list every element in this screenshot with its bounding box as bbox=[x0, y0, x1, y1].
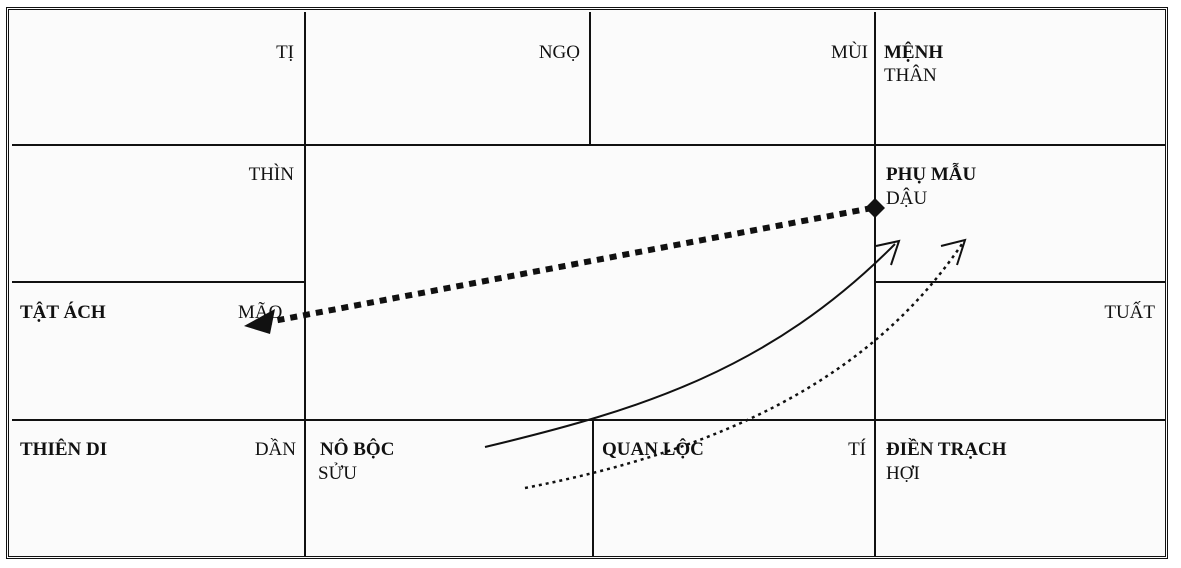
branch-thin: THÌN bbox=[248, 164, 294, 185]
branch-suu: SỬU bbox=[318, 463, 358, 484]
palace-no-boc: NÔ BỘC bbox=[320, 439, 395, 460]
palace-menh: MỆNH bbox=[884, 42, 944, 63]
arrow-dau-to-mao bbox=[267, 205, 873, 325]
branch-dan: DẦN bbox=[254, 439, 296, 460]
arrow-suu-to-dau-dotted bbox=[524, 243, 964, 490]
palace-thien-di: THIÊN DI bbox=[20, 439, 108, 460]
palace-tat-ach: TẬT ÁCH bbox=[20, 302, 106, 323]
arrow-suu-to-dau-solid bbox=[484, 243, 896, 448]
branch-than: THÂN bbox=[884, 65, 937, 86]
arrow-head-dotted bbox=[940, 238, 967, 266]
branch-mao: MÃO bbox=[238, 302, 283, 323]
branch-ti-top: TỊ bbox=[276, 42, 294, 63]
diamond-dau bbox=[865, 198, 885, 218]
palace-phu-mau: PHỤ MẪU bbox=[886, 164, 977, 185]
arrow-head-solid bbox=[875, 239, 901, 266]
branch-tuat: TUẤT bbox=[1104, 302, 1155, 323]
palace-quan-loc: QUAN LỘC bbox=[602, 439, 704, 460]
branch-ti-bottom: TÍ bbox=[848, 439, 866, 460]
branch-ngo: NGỌ bbox=[538, 42, 580, 63]
palace-dien-trach: ĐIỀN TRẠCH bbox=[886, 439, 1007, 460]
arrow-head-mao bbox=[244, 309, 275, 334]
branch-mui: MÙI bbox=[831, 42, 868, 63]
branch-dau: DẬU bbox=[886, 188, 928, 209]
branch-hoi: HỢI bbox=[886, 463, 920, 484]
